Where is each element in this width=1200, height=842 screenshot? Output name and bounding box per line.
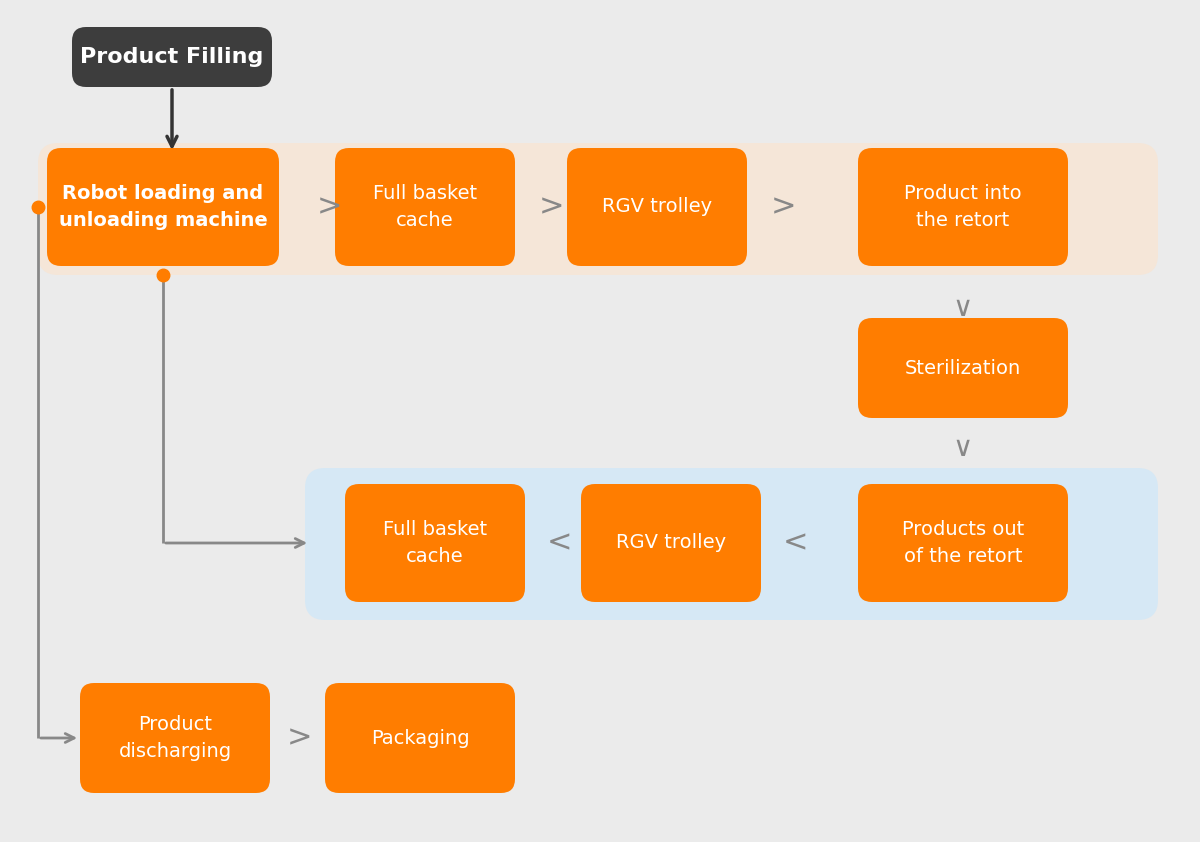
FancyBboxPatch shape <box>858 148 1068 266</box>
Text: ∨: ∨ <box>953 434 973 462</box>
Text: Full basket
cache: Full basket cache <box>383 520 487 566</box>
FancyBboxPatch shape <box>858 318 1068 418</box>
Text: Product into
the retort: Product into the retort <box>904 184 1022 230</box>
Text: Product Filling: Product Filling <box>80 47 264 67</box>
Text: Robot loading and
unloading machine: Robot loading and unloading machine <box>59 184 268 230</box>
FancyBboxPatch shape <box>72 27 272 87</box>
Text: Full basket
cache: Full basket cache <box>373 184 478 230</box>
FancyBboxPatch shape <box>38 143 1158 275</box>
FancyBboxPatch shape <box>346 484 526 602</box>
FancyBboxPatch shape <box>581 484 761 602</box>
Text: RGV trolley: RGV trolley <box>616 534 726 552</box>
Text: Sterilization: Sterilization <box>905 359 1021 377</box>
FancyBboxPatch shape <box>47 148 278 266</box>
FancyBboxPatch shape <box>80 683 270 793</box>
Text: Packaging: Packaging <box>371 728 469 748</box>
Text: Product
discharging: Product discharging <box>119 715 232 761</box>
Text: >: > <box>317 193 343 221</box>
Text: RGV trolley: RGV trolley <box>602 198 712 216</box>
FancyBboxPatch shape <box>858 484 1068 602</box>
Text: <: < <box>782 529 808 557</box>
Text: <: < <box>547 529 572 557</box>
Text: ∨: ∨ <box>953 294 973 322</box>
FancyBboxPatch shape <box>305 468 1158 620</box>
FancyBboxPatch shape <box>335 148 515 266</box>
FancyBboxPatch shape <box>325 683 515 793</box>
Text: >: > <box>539 193 565 221</box>
Text: Products out
of the retort: Products out of the retort <box>902 520 1024 566</box>
FancyBboxPatch shape <box>568 148 746 266</box>
Text: >: > <box>287 723 313 753</box>
Text: >: > <box>772 193 797 221</box>
